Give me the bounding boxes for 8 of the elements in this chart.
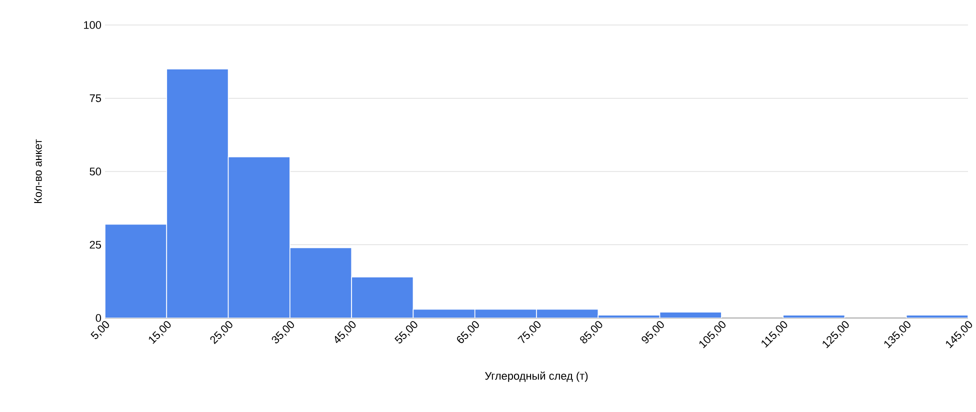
y-tick-label: 75 [90, 94, 102, 102]
y-tick-label: 50 [90, 168, 102, 176]
x-tick-label: 5,00 [90, 321, 110, 340]
y-tick-label: 25 [90, 240, 102, 249]
y-tick-label: 0 [96, 314, 102, 322]
y-axis-title: Кол-во анкет [34, 139, 42, 204]
x-axis-title: Углеродный след (т) [484, 372, 588, 382]
y-tick-label: 100 [84, 21, 102, 29]
